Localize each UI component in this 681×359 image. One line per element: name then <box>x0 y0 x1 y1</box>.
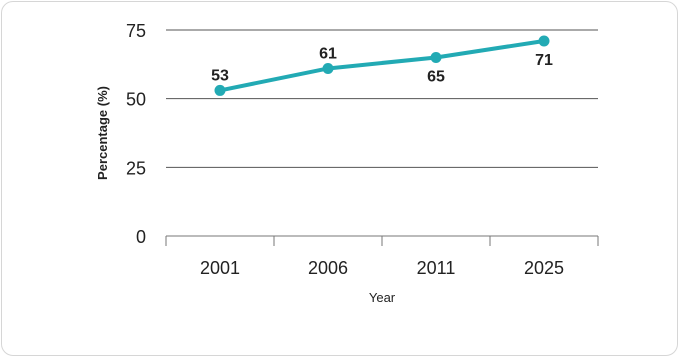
data-point-2006 <box>322 62 334 74</box>
y-tick-label: 25 <box>126 158 146 178</box>
data-labels: 53 61 65 71 <box>211 45 553 85</box>
x-tick-label: 2001 <box>200 258 240 278</box>
y-tick-label: 75 <box>126 21 146 41</box>
x-tick-label: 2025 <box>524 258 564 278</box>
x-axis: 2001 2006 2011 2025 <box>165 235 599 278</box>
data-point-2001 <box>214 84 226 96</box>
data-label-2025: 71 <box>535 52 553 69</box>
y-tick-labels: 0 25 50 75 <box>126 21 146 247</box>
data-point-2025 <box>538 35 550 47</box>
x-tick-label: 2006 <box>308 258 348 278</box>
gridlines <box>166 29 598 168</box>
x-tick-label: 2011 <box>417 258 456 278</box>
series-line <box>218 38 546 93</box>
y-tick-label: 0 <box>136 227 146 247</box>
y-tick-label: 50 <box>126 90 146 110</box>
data-label-2001: 53 <box>211 67 229 84</box>
y-axis-title: Percentage (%) <box>95 86 110 180</box>
series-group <box>214 35 550 96</box>
data-label-2006: 61 <box>319 45 337 62</box>
data-label-2011: 65 <box>427 68 445 85</box>
x-axis-title: Year <box>369 290 396 305</box>
data-point-2011 <box>430 51 442 63</box>
